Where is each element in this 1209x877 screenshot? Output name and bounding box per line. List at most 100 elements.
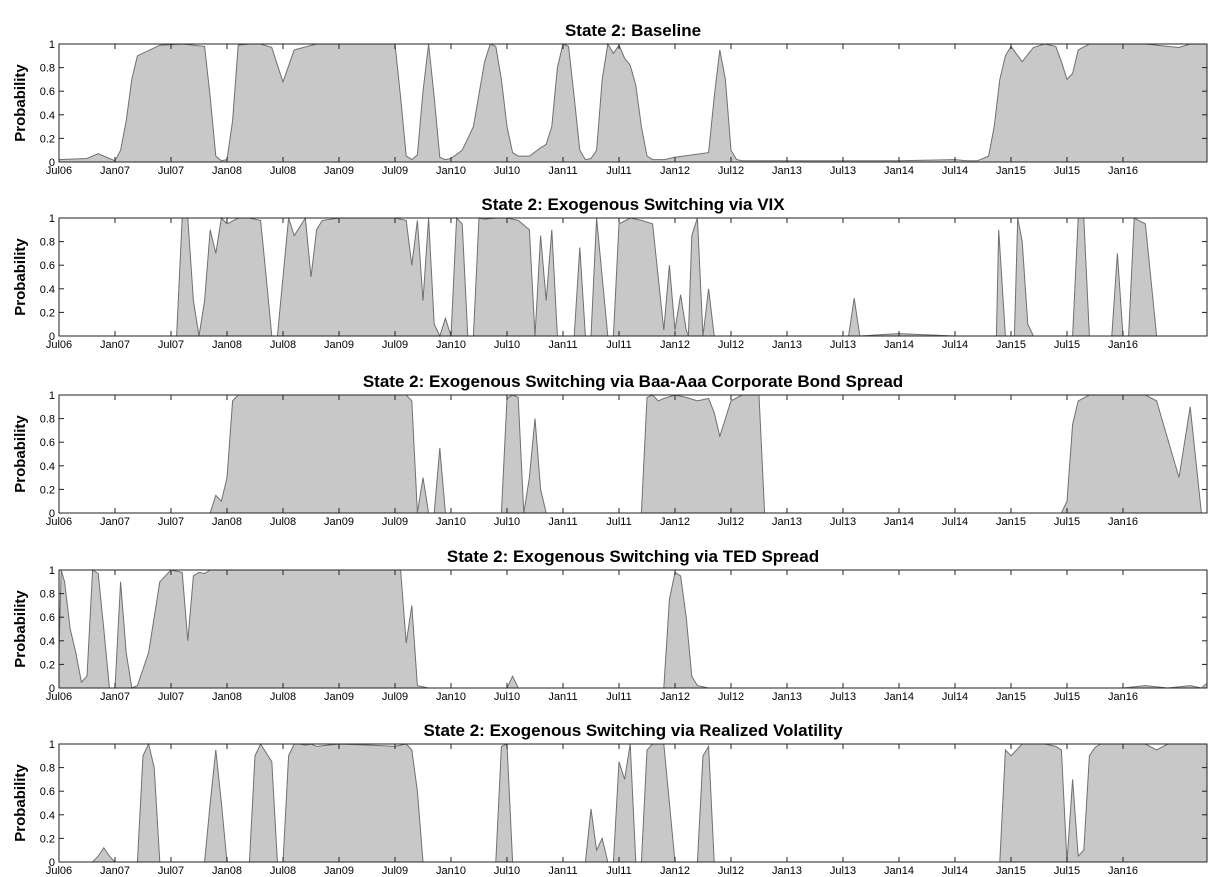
x-tick-label: Jan13 bbox=[772, 691, 802, 703]
x-tick-label: Jul09 bbox=[382, 339, 408, 351]
x-tick-label: Jan10 bbox=[436, 516, 466, 528]
y-tick-label: 0.2 bbox=[40, 484, 55, 496]
x-tick-label: Jan09 bbox=[324, 865, 354, 877]
x-tick-label: Jul14 bbox=[942, 165, 968, 177]
y-tick-label: 0.4 bbox=[40, 461, 55, 473]
y-tick-label: 0.4 bbox=[40, 636, 55, 648]
panel-1: State 2: Baseline Probability Jul06 Jan07 Ju… bbox=[12, 21, 1208, 177]
x-tick-label: Jan08 bbox=[212, 691, 242, 703]
y-tick-label: 0.2 bbox=[40, 659, 55, 671]
x-tick-label: Jul15 bbox=[1054, 865, 1080, 877]
x-tick-label: Jan12 bbox=[660, 339, 690, 351]
x-tick-label: Jul13 bbox=[830, 165, 856, 177]
x-tick-label: Jul14 bbox=[942, 516, 968, 528]
x-tick-label: Jul08 bbox=[270, 516, 296, 528]
y-tick-label: 0.8 bbox=[40, 63, 55, 75]
x-tick-label: Jul11 bbox=[606, 865, 631, 877]
x-tick-label: Jan15 bbox=[996, 165, 1026, 177]
x-tick-label: Jan16 bbox=[1108, 165, 1138, 177]
x-tick-label: Jan10 bbox=[436, 691, 466, 703]
x-tick-label: Jan11 bbox=[548, 691, 577, 703]
x-tick-label: Jan09 bbox=[324, 339, 354, 351]
x-tick-label: Jan12 bbox=[660, 516, 690, 528]
x-tick-label: Jan08 bbox=[212, 339, 242, 351]
x-tick-label: Jul07 bbox=[158, 865, 184, 877]
x-tick-label: Jan12 bbox=[660, 691, 690, 703]
y-axis-label: Probability bbox=[12, 590, 29, 668]
x-tick-label: Jul13 bbox=[830, 516, 856, 528]
x-tick-label: Jan11 bbox=[548, 165, 577, 177]
x-tick-label: Jul08 bbox=[270, 865, 296, 877]
x-tick-label: Jul11 bbox=[606, 516, 631, 528]
x-tick-label: Jul06 bbox=[46, 339, 72, 351]
panel-5: State 2: Exogenous Switching via Realize… bbox=[12, 721, 1208, 877]
y-tick-label: 0.2 bbox=[40, 307, 55, 319]
x-tick-label: Jul15 bbox=[1054, 165, 1080, 177]
x-tick-label: Jan08 bbox=[212, 865, 242, 877]
probability-area bbox=[59, 216, 1207, 338]
x-tick-label: Jan11 bbox=[548, 339, 577, 351]
y-tick-label: 0.8 bbox=[40, 237, 55, 249]
x-tick-label: Jul13 bbox=[830, 865, 856, 877]
y-tick-label: 0 bbox=[49, 331, 55, 343]
x-tick-label: Jul08 bbox=[270, 339, 296, 351]
x-tick-label: Jul07 bbox=[158, 339, 184, 351]
x-tick-label: Jan12 bbox=[660, 165, 690, 177]
x-tick-label: Jan09 bbox=[324, 516, 354, 528]
y-axis-label: Probability bbox=[12, 764, 29, 842]
y-tick-label: 0.4 bbox=[40, 110, 55, 122]
y-tick-label: 1 bbox=[49, 565, 55, 577]
y-tick-label: 0.4 bbox=[40, 810, 55, 822]
y-tick-label: 0.8 bbox=[40, 589, 55, 601]
x-tick-label: Jan14 bbox=[884, 516, 914, 528]
x-tick-label: Jan16 bbox=[1108, 691, 1138, 703]
x-tick-label: Jan10 bbox=[436, 865, 466, 877]
x-tick-label: Jan09 bbox=[324, 691, 354, 703]
x-tick-label: Jan13 bbox=[772, 165, 802, 177]
x-tick-label: Jul10 bbox=[494, 865, 520, 877]
axes-frame bbox=[58, 569, 1208, 689]
probability-area bbox=[59, 394, 1207, 514]
x-tick-label: Jan08 bbox=[212, 165, 242, 177]
x-tick-label: Jul06 bbox=[46, 516, 72, 528]
x-tick-label: Jul11 bbox=[606, 691, 631, 703]
x-tick-label: Jul07 bbox=[158, 691, 184, 703]
x-tick-label: Jul11 bbox=[606, 165, 631, 177]
panel-3: State 2: Exogenous Switching via Baa-Aaa… bbox=[12, 372, 1208, 528]
y-tick-label: 0.2 bbox=[40, 833, 55, 845]
x-tick-label: Jan15 bbox=[996, 691, 1026, 703]
panel-title: State 2: Exogenous Switching via TED Spr… bbox=[447, 547, 819, 566]
x-tick-label: Jan11 bbox=[548, 516, 577, 528]
x-tick-label: Jul10 bbox=[494, 165, 520, 177]
panel-title: State 2: Exogenous Switching via VIX bbox=[481, 195, 785, 214]
y-tick-label: 0.6 bbox=[40, 86, 55, 98]
x-tick-label: Jan07 bbox=[100, 691, 130, 703]
x-tick-label: Jul14 bbox=[942, 339, 968, 351]
y-tick-label: 1 bbox=[49, 213, 55, 225]
x-tick-label: Jan14 bbox=[884, 865, 914, 877]
x-tick-label: Jul12 bbox=[718, 339, 744, 351]
y-tick-label: 0.4 bbox=[40, 284, 55, 296]
axes-frame bbox=[58, 217, 1208, 337]
x-tick-label: Jan14 bbox=[884, 691, 914, 703]
y-tick-label: 0 bbox=[49, 157, 55, 169]
panel-title: State 2: Baseline bbox=[565, 21, 701, 40]
x-tick-label: Jul12 bbox=[718, 165, 744, 177]
y-tick-label: 0.6 bbox=[40, 786, 55, 798]
probability-area bbox=[59, 742, 1208, 863]
x-tick-label: Jul15 bbox=[1054, 516, 1080, 528]
x-tick-label: Jul15 bbox=[1054, 691, 1080, 703]
y-tick-label: 1 bbox=[49, 390, 55, 402]
y-axis-label: Probability bbox=[12, 64, 29, 142]
x-tick-label: Jul10 bbox=[494, 691, 520, 703]
x-tick-label: Jul13 bbox=[830, 691, 856, 703]
x-tick-label: Jul09 bbox=[382, 516, 408, 528]
y-tick-label: 1 bbox=[49, 739, 55, 751]
x-tick-label: Jan10 bbox=[436, 165, 466, 177]
x-tick-label: Jan13 bbox=[772, 516, 802, 528]
y-tick-label: 1 bbox=[49, 39, 55, 51]
x-tick-label: Jul06 bbox=[46, 165, 72, 177]
x-tick-label: Jul12 bbox=[718, 516, 744, 528]
x-tick-label: Jan14 bbox=[884, 339, 914, 351]
